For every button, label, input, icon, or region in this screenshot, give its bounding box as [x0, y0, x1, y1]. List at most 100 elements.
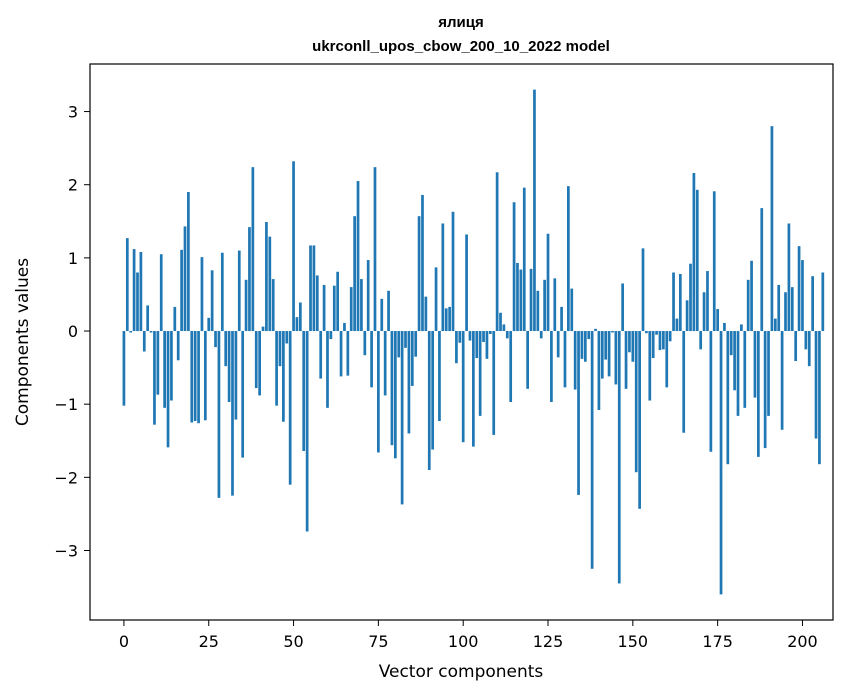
plot-frame	[89, 63, 834, 621]
bar-component-63	[336, 271, 340, 332]
bar-component-191	[770, 126, 774, 332]
bar-component-144	[611, 331, 614, 333]
bar-component-84	[407, 331, 411, 434]
bar-component-194	[780, 331, 784, 430]
bar-component-57	[315, 275, 319, 332]
bar-component-97	[451, 211, 455, 332]
bar-component-195	[784, 292, 787, 332]
bar-component-2	[129, 331, 133, 333]
bar-component-6	[142, 331, 146, 352]
bar-component-79	[390, 331, 394, 446]
x-tick-label: 50	[283, 632, 303, 651]
bar-component-33	[234, 331, 238, 420]
bar-component-66	[346, 331, 350, 376]
bar-component-136	[583, 331, 587, 362]
y-tick-label: −2	[54, 468, 78, 487]
bar-component-149	[628, 331, 631, 353]
bar-component-37	[248, 227, 251, 332]
bar-component-189	[763, 331, 767, 449]
bar-component-105	[478, 331, 482, 416]
bar-component-61	[329, 331, 333, 340]
bar-component-142	[604, 331, 608, 360]
bar-component-180	[733, 331, 736, 391]
bar-component-182	[740, 324, 743, 332]
bar-component-67	[349, 287, 353, 332]
bar-component-116	[516, 262, 519, 332]
y-tick-label: 2	[68, 176, 78, 195]
bar-component-157	[655, 331, 658, 335]
bar-component-80	[393, 331, 397, 459]
bar-component-186	[753, 331, 757, 398]
bar-component-51	[295, 317, 299, 332]
bar-component-19	[187, 192, 190, 332]
bar-component-198	[794, 331, 798, 362]
bar-component-114	[509, 331, 513, 402]
bar-component-169	[695, 189, 699, 332]
bar-component-131	[567, 186, 570, 332]
bar-component-5	[139, 252, 143, 332]
bar-component-8	[149, 331, 153, 333]
bar-component-47	[282, 331, 285, 422]
y-tick-label: 3	[68, 103, 78, 122]
y-axis-ticks: −3 −2 −1 0 1 2 3	[54, 103, 90, 561]
bar-component-164	[678, 273, 682, 332]
bar-component-75	[377, 331, 380, 453]
x-tick-label: 125	[533, 632, 564, 651]
bar-component-99	[458, 331, 462, 343]
bar-component-90	[427, 331, 431, 471]
bar-component-168	[692, 173, 696, 332]
x-tick-label: 150	[618, 632, 649, 651]
bar-component-130	[563, 331, 567, 388]
bar-component-94	[441, 223, 445, 332]
bar-component-200	[801, 260, 804, 332]
bar-component-11	[159, 254, 163, 332]
bar-component-148	[624, 331, 628, 389]
bar-component-73	[370, 331, 373, 388]
x-tick-label: 100	[448, 632, 479, 651]
bar-component-86	[414, 331, 418, 357]
bar-component-74	[373, 167, 377, 332]
bar-component-44	[271, 279, 275, 332]
bar-component-135	[580, 331, 584, 359]
bar-component-199	[797, 246, 801, 332]
bar-component-162	[672, 272, 675, 332]
bar-component-87	[417, 216, 421, 332]
bar-component-103	[472, 331, 475, 447]
bar-component-24	[203, 331, 207, 421]
bar-component-104	[475, 331, 479, 359]
bar-component-176	[719, 331, 723, 595]
bar-component-153	[641, 248, 645, 332]
bar-component-117	[519, 269, 523, 332]
bar-component-36	[244, 279, 248, 332]
bar-component-106	[482, 331, 485, 342]
bar-component-124	[543, 279, 546, 332]
bar-component-112	[502, 324, 506, 332]
bar-component-38	[251, 167, 255, 332]
bar-component-31	[227, 331, 231, 402]
bar-component-201	[804, 331, 808, 350]
bar-component-21	[193, 331, 197, 422]
bar-component-72	[366, 260, 370, 332]
bar-component-111	[499, 312, 502, 332]
x-tick-label: 0	[119, 632, 129, 651]
chart-title: ялиця	[438, 14, 483, 31]
bar-component-154	[645, 331, 648, 334]
bar-component-29	[220, 252, 224, 332]
bar-component-192	[773, 318, 777, 332]
bar-component-52	[298, 302, 302, 332]
bar-component-151	[634, 331, 638, 473]
bar-component-123	[539, 331, 543, 339]
bar-component-155	[648, 331, 652, 401]
bar-component-54	[305, 331, 309, 532]
bar-component-13	[166, 331, 170, 448]
bar-component-118	[522, 187, 526, 332]
bar-component-115	[512, 202, 516, 332]
bar-component-129	[560, 306, 563, 332]
bar-component-187	[757, 331, 760, 457]
bar-component-16	[176, 331, 180, 361]
bar-component-58	[319, 331, 323, 379]
bar-component-45	[275, 331, 278, 406]
bar-component-178	[726, 331, 730, 465]
bar-component-145	[614, 331, 618, 385]
